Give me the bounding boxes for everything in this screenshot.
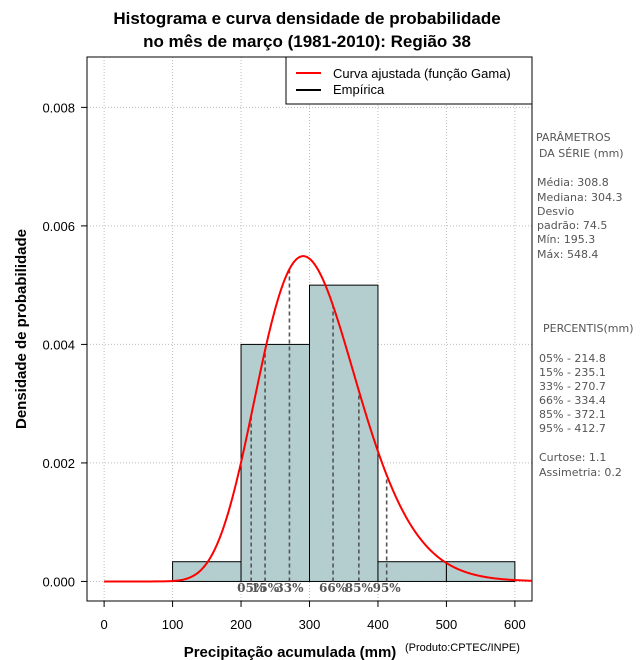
x-axis-label: Precipitação acumulada (mm) (184, 644, 397, 660)
y-tick-label-2: 0.004 (42, 337, 75, 352)
y-axis-label: Densidade de probabilidade (13, 229, 30, 429)
param-min: Mín: 195.3 (537, 233, 595, 246)
stat-kurtosis: Curtose: 1.1 (539, 451, 606, 464)
param-mean: Média: 308.8 (537, 176, 609, 189)
percentil-95: 95% - 412.7 (539, 422, 606, 435)
percentil-15: 15% - 235.1 (539, 366, 606, 379)
percentile-label-1: 15% (251, 581, 280, 595)
percentis-title: PERCENTIS(mm) (543, 322, 634, 335)
y-tick-label-4: 0.008 (42, 100, 75, 115)
percentile-label-3: 66% (319, 581, 348, 595)
x-tick-label-4: 400 (367, 617, 389, 632)
params-title-line-2: DA SÉRIE (mm) (539, 147, 624, 160)
percentiles-panel: PERCENTIS(mm) 05% - 214.8 15% - 235.1 33… (539, 322, 634, 479)
y-axis-ticks: 0.000 0.002 0.004 0.006 0.008 (42, 100, 87, 589)
percentil-66: 66% - 334.4 (539, 394, 606, 407)
histogram-bar-4 (445, 561, 516, 582)
x-axis-ticks: 0 100 200 300 400 500 600 (100, 601, 526, 632)
param-median: Mediana: 304.3 (537, 191, 622, 204)
chart-title-line-2: no mês de março (1981-2010): Região 38 (143, 32, 471, 51)
percentile-label-2: 33% (275, 581, 304, 595)
chart-title-line-1: Histograma e curva densidade de probabil… (113, 9, 500, 28)
param-sd-value: padrão: 74.5 (537, 219, 607, 232)
percentile-lines: 05%15%33% 66%85% 95% (237, 269, 401, 595)
x-tick-label-6: 600 (504, 617, 526, 632)
histogram-bar-2 (309, 284, 379, 582)
legend-box (285, 56, 533, 105)
param-max: Máx: 548.4 (537, 248, 598, 261)
legend-curve-label: Curva ajustada (função Gama) (333, 66, 511, 81)
params-title-line-1: PARÂMETROS (536, 131, 611, 144)
x-tick-label-2: 200 (230, 617, 252, 632)
parameters-panel: PARÂMETROS DA SÉRIE (mm) Média: 308.8 Me… (536, 131, 624, 261)
y-tick-label-0: 0.000 (42, 574, 75, 589)
legend: Curva ajustada (função Gama) Empírica (285, 56, 533, 105)
param-sd-label: Desvio (537, 205, 575, 218)
y-tick-label-3: 0.006 (42, 219, 75, 234)
x-tick-label-1: 100 (162, 617, 184, 632)
percentil-05: 05% - 214.8 (539, 352, 606, 365)
percentile-label-0: 05% (237, 581, 266, 595)
x-tick-label-5: 500 (436, 617, 458, 632)
percentil-85: 85% - 372.1 (539, 408, 606, 421)
percentile-label-4: 85% (345, 581, 374, 595)
product-credit: (Produto:CPTEC/INPE) (405, 642, 520, 654)
histogram-bars (172, 284, 516, 582)
legend-empirical-label: Empírica (333, 82, 385, 97)
x-tick-label-0: 0 (100, 617, 107, 632)
stat-skewness: Assimetria: 0.2 (539, 466, 622, 479)
percentil-33: 33% - 270.7 (539, 380, 606, 393)
gamma-density-curve (104, 255, 532, 583)
x-tick-label-3: 300 (299, 617, 321, 632)
percentile-label-5: 95% (373, 581, 402, 595)
y-tick-label-1: 0.002 (42, 456, 75, 471)
histogram-bar-3 (377, 561, 447, 582)
